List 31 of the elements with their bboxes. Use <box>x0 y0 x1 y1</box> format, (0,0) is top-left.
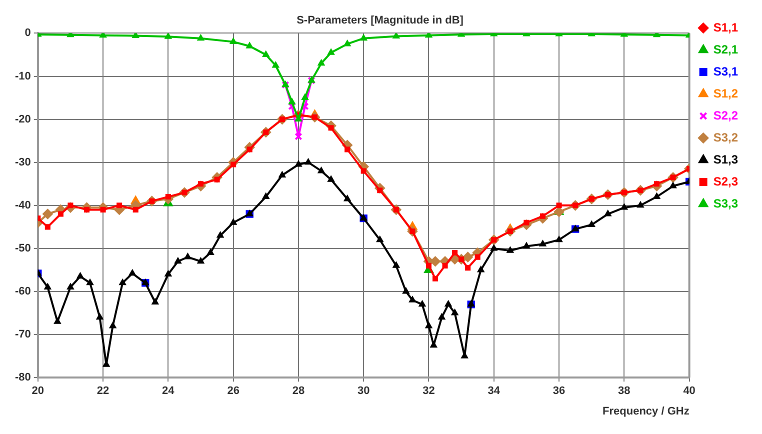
y-tick-label: -60 <box>14 286 31 298</box>
legend-label: S1,2 <box>713 86 738 100</box>
legend-label: S1,3 <box>713 152 738 166</box>
x-tick-label: 40 <box>683 385 696 398</box>
x-tick-label: 22 <box>96 385 110 398</box>
y-tick-label: -80 <box>14 372 31 384</box>
legend-label: S3,3 <box>713 196 738 210</box>
y-tick-label: -50 <box>14 242 31 254</box>
y-tick-label: -10 <box>14 70 31 82</box>
chart-title: S-Parameters [Magnitude in dB] <box>296 14 464 27</box>
y-tick-label: -70 <box>14 328 31 341</box>
y-tick-label: 0 <box>24 27 31 40</box>
x-tick-label: 28 <box>292 385 305 398</box>
y-tick-label: -40 <box>14 199 31 212</box>
x-tick-label: 36 <box>552 385 566 398</box>
legend-label: S2,2 <box>713 108 738 122</box>
x-axis-title: Frequency / GHz <box>602 405 690 418</box>
y-tick-label: -30 <box>14 156 31 168</box>
x-tick-label: 30 <box>357 385 370 398</box>
x-tick-label: 26 <box>227 385 240 398</box>
legend-label: S3,1 <box>713 64 738 78</box>
y-tick-label: -20 <box>14 113 31 126</box>
x-tick-label: 38 <box>618 385 630 398</box>
legend-label: S3,2 <box>713 130 738 144</box>
legend-label: S2,1 <box>713 42 738 56</box>
legend-label: S1,1 <box>713 20 738 34</box>
x-tick-label: 32 <box>422 385 435 398</box>
legend-label: S2,3 <box>713 174 738 188</box>
x-tick-label: 24 <box>162 385 176 398</box>
x-tick-label: 34 <box>488 385 501 398</box>
x-tick-label: 20 <box>32 385 44 398</box>
